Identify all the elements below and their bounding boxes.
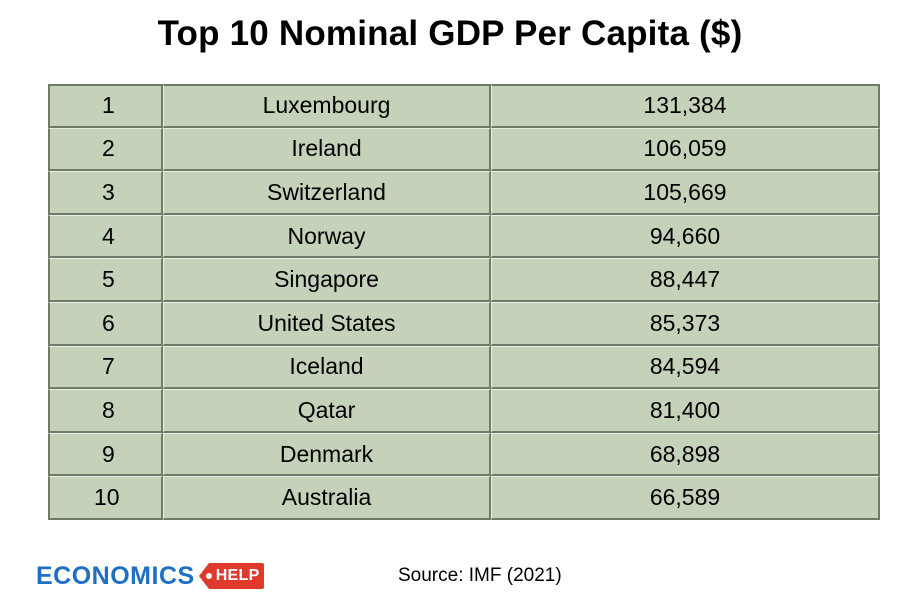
rank-cell: 3 — [48, 171, 163, 215]
gdp-table-container: 1 Luxembourg 131,384 2 Ireland 106,059 3 Switze… — [48, 84, 880, 520]
table-row: 6 United States 85,373 — [48, 301, 880, 346]
price-tag-icon — [198, 563, 264, 589]
source-note: Source: IMF (2021) — [398, 565, 562, 586]
rank-cell: 4 — [48, 214, 163, 259]
gdp-value-cell: 131,384 — [491, 84, 880, 128]
chart-title: Top 10 Nominal GDP Per Capita ($) — [157, 14, 743, 53]
country-cell: Singapore — [163, 258, 491, 302]
country-cell: Qatar — [163, 389, 491, 433]
country-cell: Iceland — [163, 345, 491, 390]
table-row: 3 Switzerland 105,669 — [48, 171, 880, 215]
country-cell: Australia — [163, 476, 491, 520]
country-cell: Switzerland — [163, 171, 491, 215]
gdp-value-cell: 88,447 — [491, 258, 880, 302]
rank-cell: 8 — [48, 389, 163, 433]
table-row: 7 Iceland 84,594 — [48, 345, 880, 390]
rank-cell: 2 — [48, 127, 163, 172]
gdp-value-cell: 84,594 — [491, 345, 880, 390]
rank-cell: 9 — [48, 432, 163, 477]
economics-help-logo: ECONOMICS HELP — [36, 555, 265, 597]
table-row: 1 Luxembourg 131,384 — [48, 84, 880, 128]
rank-cell: 1 — [48, 84, 163, 128]
table-row: 8 Qatar 81,400 — [48, 389, 880, 433]
rank-cell: 7 — [48, 345, 163, 390]
rank-cell: 5 — [48, 258, 163, 302]
country-cell: Luxembourg — [163, 84, 491, 128]
gdp-value-cell: 105,669 — [491, 171, 880, 215]
gdp-value-cell: 66,589 — [491, 476, 880, 520]
gdp-table-body: 1 Luxembourg 131,384 2 Ireland 106,059 3 Switze… — [48, 84, 880, 520]
logo-tag-text: HELP — [215, 567, 260, 584]
country-cell: Ireland — [163, 127, 491, 172]
country-cell: Denmark — [163, 432, 491, 477]
rank-cell: 10 — [48, 476, 163, 520]
country-cell: United States — [163, 301, 491, 346]
table-row: 5 Singapore 88,447 — [48, 258, 880, 302]
logo-word: ECONOMICS — [36, 561, 195, 590]
table-row: 10 Australia 66,589 — [48, 476, 880, 520]
table-row: 9 Denmark 68,898 — [48, 432, 880, 477]
gdp-value-cell: 106,059 — [491, 127, 880, 172]
gdp-value-cell: 85,373 — [491, 301, 880, 346]
logo-tag: HELP — [198, 562, 265, 590]
gdp-value-cell: 68,898 — [491, 432, 880, 477]
gdp-table: 1 Luxembourg 131,384 2 Ireland 106,059 3 Switze… — [48, 84, 880, 520]
rank-cell: 6 — [48, 301, 163, 346]
gdp-value-cell: 81,400 — [491, 389, 880, 433]
table-row: 4 Norway 94,660 — [48, 214, 880, 259]
country-cell: Norway — [163, 214, 491, 259]
table-row: 2 Ireland 106,059 — [48, 127, 880, 172]
gdp-value-cell: 94,660 — [491, 214, 880, 259]
